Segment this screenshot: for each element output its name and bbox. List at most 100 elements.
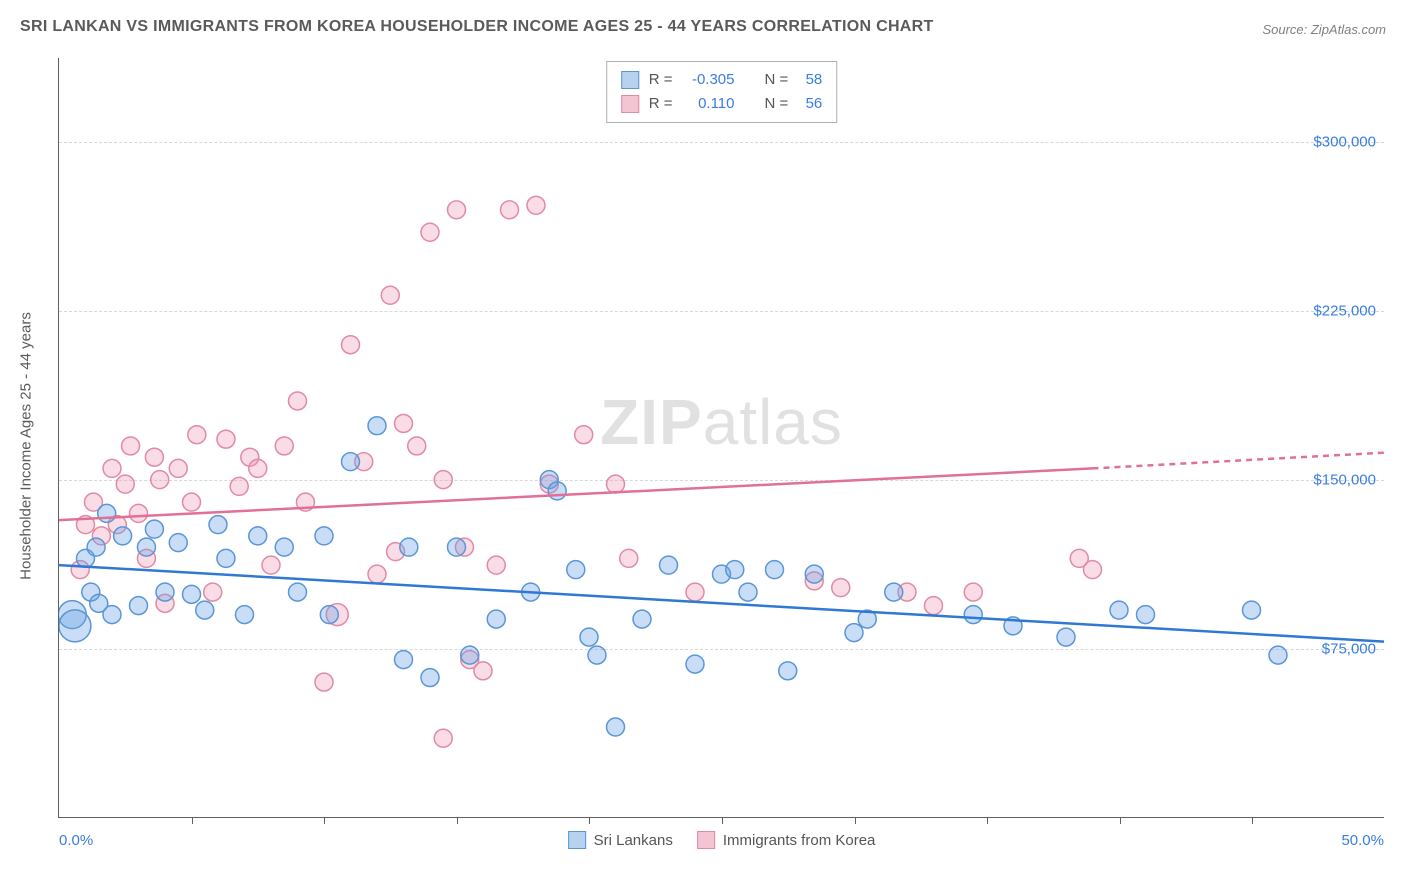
data-point bbox=[315, 527, 333, 545]
data-point bbox=[633, 610, 651, 628]
x-tick bbox=[589, 817, 590, 824]
data-point bbox=[204, 583, 222, 601]
source-citation: Source: ZipAtlas.com bbox=[1262, 22, 1386, 37]
data-point bbox=[381, 286, 399, 304]
data-point bbox=[474, 662, 492, 680]
data-point bbox=[217, 430, 235, 448]
n-label: N = bbox=[765, 92, 789, 116]
data-point bbox=[87, 538, 105, 556]
x-tick bbox=[1120, 817, 1121, 824]
data-point bbox=[620, 549, 638, 567]
data-point bbox=[885, 583, 903, 601]
data-point bbox=[103, 459, 121, 477]
data-point bbox=[315, 673, 333, 691]
data-point bbox=[230, 477, 248, 495]
data-point bbox=[59, 610, 91, 642]
scatter-svg bbox=[59, 58, 1384, 817]
swatch-pink-icon bbox=[621, 95, 639, 113]
legend-label-blue: Sri Lankans bbox=[594, 832, 673, 849]
data-point bbox=[660, 556, 678, 574]
data-point bbox=[156, 583, 174, 601]
data-point bbox=[487, 610, 505, 628]
data-point bbox=[1269, 646, 1287, 664]
data-point bbox=[137, 538, 155, 556]
data-point bbox=[249, 527, 267, 545]
data-point bbox=[845, 624, 863, 642]
data-point bbox=[1084, 561, 1102, 579]
data-point bbox=[262, 556, 280, 574]
x-tick bbox=[324, 817, 325, 824]
data-point bbox=[421, 223, 439, 241]
x-tick bbox=[987, 817, 988, 824]
plot-area: ZIPatlas R = -0.305 N = 58 R = 0.110 N =… bbox=[58, 58, 1384, 818]
data-point bbox=[342, 453, 360, 471]
data-point bbox=[209, 516, 227, 534]
swatch-pink-icon bbox=[697, 831, 715, 849]
legend-label-pink: Immigrants from Korea bbox=[723, 832, 876, 849]
data-point bbox=[103, 606, 121, 624]
data-point bbox=[964, 606, 982, 624]
data-point bbox=[275, 538, 293, 556]
x-tick bbox=[722, 817, 723, 824]
data-point bbox=[130, 504, 148, 522]
data-point bbox=[249, 459, 267, 477]
data-point bbox=[527, 196, 545, 214]
data-point bbox=[289, 583, 307, 601]
data-point bbox=[448, 201, 466, 219]
data-point bbox=[1137, 606, 1155, 624]
r-label: R = bbox=[649, 92, 673, 116]
legend-item-blue: Sri Lankans bbox=[568, 831, 673, 849]
legend-item-pink: Immigrants from Korea bbox=[697, 831, 876, 849]
data-point bbox=[580, 628, 598, 646]
data-point bbox=[964, 583, 982, 601]
n-label: N = bbox=[765, 68, 789, 92]
r-value-pink: 0.110 bbox=[683, 92, 735, 116]
data-point bbox=[686, 655, 704, 673]
data-point bbox=[408, 437, 426, 455]
data-point bbox=[588, 646, 606, 664]
data-point bbox=[461, 646, 479, 664]
n-value-pink: 56 bbox=[798, 92, 822, 116]
data-point bbox=[434, 471, 452, 489]
data-point bbox=[236, 606, 254, 624]
data-point bbox=[726, 561, 744, 579]
data-point bbox=[130, 597, 148, 615]
x-axis-min-label: 0.0% bbox=[59, 832, 93, 849]
series-legend: Sri Lankans Immigrants from Korea bbox=[568, 831, 876, 849]
data-point bbox=[766, 561, 784, 579]
data-point bbox=[400, 538, 418, 556]
y-axis-title: Householder Income Ages 25 - 44 years bbox=[18, 312, 35, 580]
data-point bbox=[289, 392, 307, 410]
data-point bbox=[116, 475, 134, 493]
data-point bbox=[320, 606, 338, 624]
data-point bbox=[169, 459, 187, 477]
data-point bbox=[183, 585, 201, 603]
data-point bbox=[342, 336, 360, 354]
x-axis-max-label: 50.0% bbox=[1341, 832, 1384, 849]
swatch-blue-icon bbox=[568, 831, 586, 849]
data-point bbox=[487, 556, 505, 574]
x-tick bbox=[192, 817, 193, 824]
data-point bbox=[1243, 601, 1261, 619]
data-point bbox=[832, 579, 850, 597]
data-point bbox=[739, 583, 757, 601]
x-tick bbox=[1252, 817, 1253, 824]
data-point bbox=[98, 504, 116, 522]
x-tick bbox=[457, 817, 458, 824]
data-point bbox=[575, 426, 593, 444]
data-point bbox=[421, 669, 439, 687]
data-point bbox=[1110, 601, 1128, 619]
data-point bbox=[434, 729, 452, 747]
data-point bbox=[368, 565, 386, 583]
data-point bbox=[275, 437, 293, 455]
data-point bbox=[217, 549, 235, 567]
data-point bbox=[145, 520, 163, 538]
data-point bbox=[196, 601, 214, 619]
data-point bbox=[548, 482, 566, 500]
stats-legend: R = -0.305 N = 58 R = 0.110 N = 56 bbox=[606, 61, 838, 123]
data-point bbox=[607, 475, 625, 493]
data-point bbox=[567, 561, 585, 579]
data-point bbox=[779, 662, 797, 680]
stats-row-blue: R = -0.305 N = 58 bbox=[621, 68, 823, 92]
data-point bbox=[188, 426, 206, 444]
